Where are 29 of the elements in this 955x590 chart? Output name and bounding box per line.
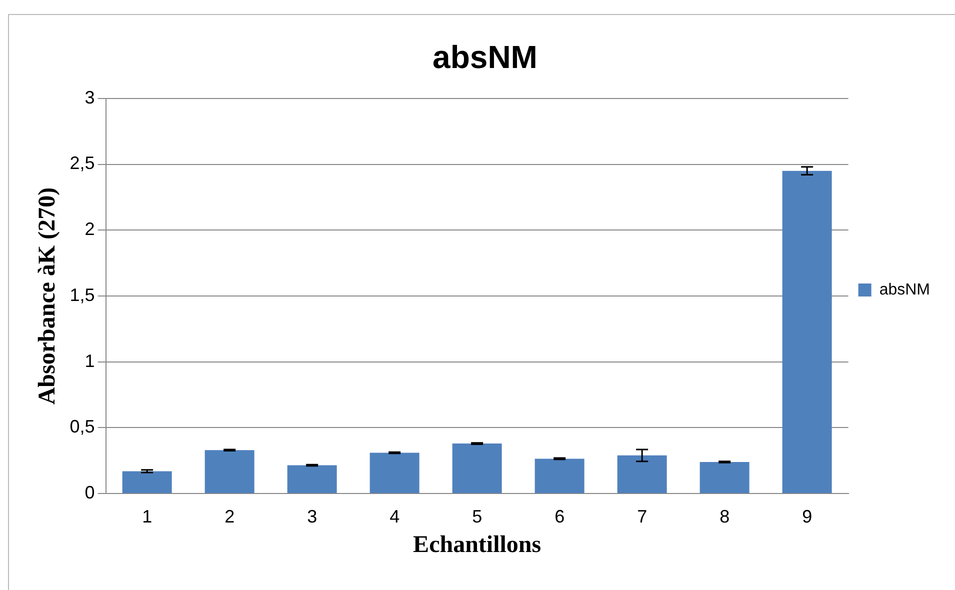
y-axis-title: Absorbance àK (270) (34, 187, 61, 405)
y-tick-label: 1,5 (70, 284, 95, 305)
legend-label: absNM (879, 281, 930, 298)
y-tick-label: 1 (84, 350, 95, 371)
bar (782, 170, 832, 494)
y-tick-label: 0 (84, 482, 95, 503)
x-tick-label: 1 (142, 506, 152, 526)
bar (700, 462, 750, 494)
bar (370, 452, 420, 494)
bar (122, 471, 172, 494)
bar (617, 455, 667, 494)
y-tick-label: 2 (84, 219, 95, 240)
y-tick-label: 3 (84, 87, 95, 108)
x-tick-label: 5 (472, 506, 482, 526)
x-axis-title: Echantillons (413, 532, 542, 558)
bar (287, 465, 337, 494)
x-tick-label: 6 (554, 506, 565, 526)
x-tick-label: 4 (390, 506, 400, 526)
y-tick-label: 2,5 (70, 153, 95, 174)
x-tick-label: 8 (720, 506, 730, 526)
x-tick-label: 9 (802, 506, 812, 526)
x-tick-label: 7 (637, 506, 648, 526)
bar (452, 444, 502, 494)
bar (534, 458, 584, 494)
bar (204, 450, 254, 494)
y-tick-label: 0,5 (70, 416, 95, 437)
x-tick-label: 3 (307, 506, 318, 526)
chart-title: absNM (432, 39, 538, 76)
x-tick-label: 2 (224, 506, 235, 526)
